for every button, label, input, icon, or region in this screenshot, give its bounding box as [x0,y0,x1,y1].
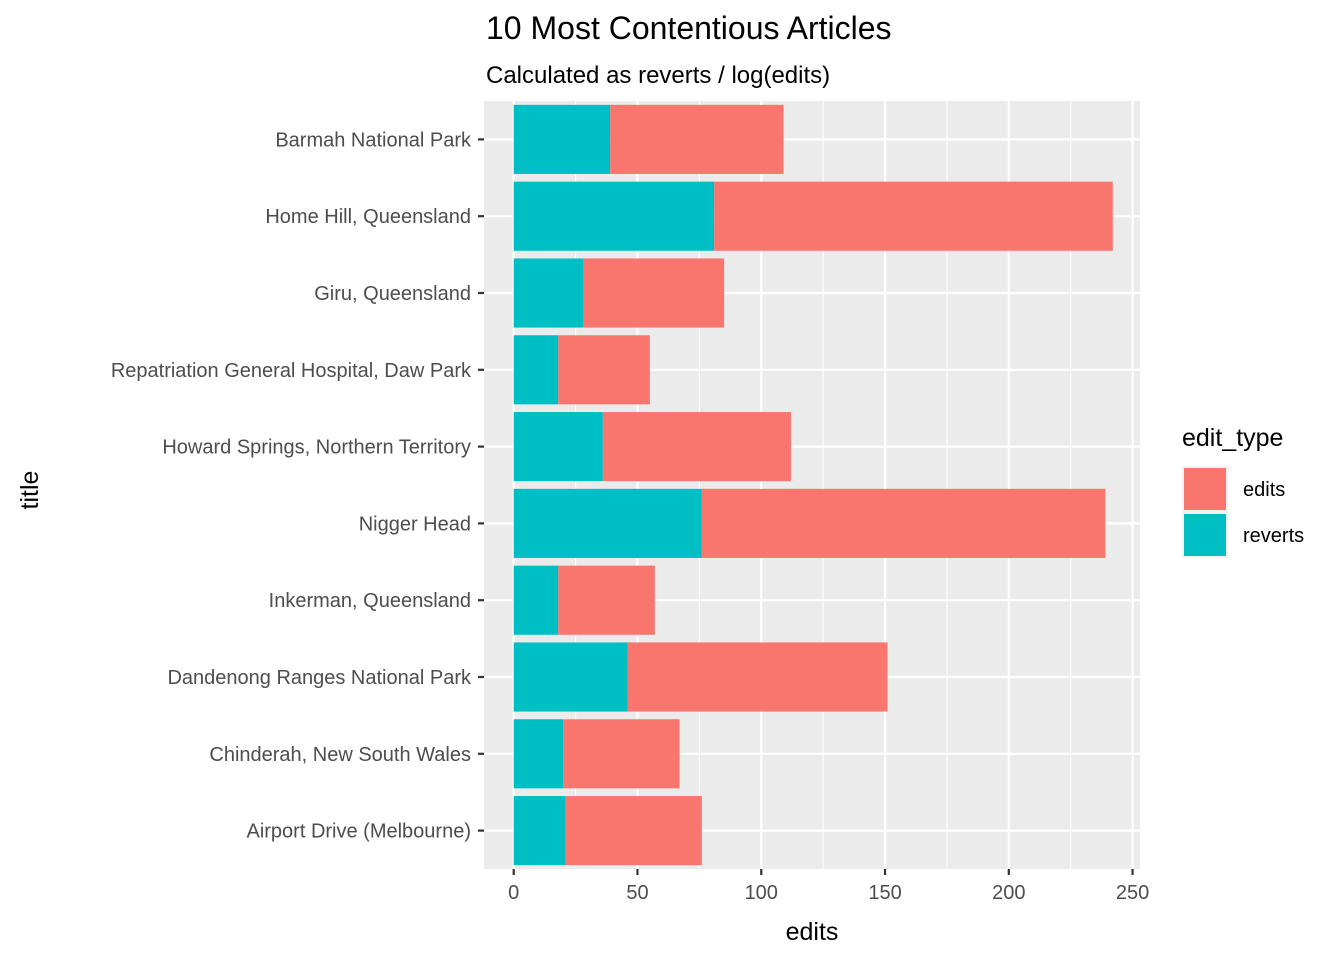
legend-label-reverts: reverts [1243,525,1304,547]
legend-label-edits: edits [1243,479,1285,501]
y-tick-label: Repatriation General Hospital, Daw Park [111,360,472,382]
y-tick-label: Home Hill, Queensland [265,206,471,228]
y-tick-label: Giru, Queensland [314,283,471,305]
bar-reverts [513,335,559,405]
bar-reverts [513,488,702,558]
x-tick-label: 150 [868,882,901,904]
legend-items: edits reverts [1182,466,1304,558]
bar-edits [714,181,1113,251]
bar-edits [610,104,784,174]
x-tick-label: 0 [508,882,519,904]
bar-edits [558,335,650,405]
bar-edits [701,488,1106,558]
chart-title: 10 Most Contentious Articles [486,10,892,46]
legend-key-reverts [1184,514,1226,556]
y-tick-label: Nigger Head [359,513,471,535]
x-axis-title: edits [786,918,839,946]
x-tick-label: 100 [745,882,778,904]
y-tick-label: Barmah National Park [275,129,472,151]
bar-edits [563,719,680,789]
bar-edits [602,412,791,482]
y-tick-label: Airport Drive (Melbourne) [246,821,471,843]
bar-edits [627,642,888,712]
x-tick-label: 50 [626,882,648,904]
legend-title: edit_type [1182,424,1283,452]
bar-reverts [513,258,584,328]
bar-edits [565,796,702,866]
bar-reverts [513,796,566,866]
bar-reverts [513,565,559,635]
bar-reverts [513,412,603,482]
bar-reverts [513,181,715,251]
y-tick-label: Inkerman, Queensland [269,590,471,612]
y-tick-label: Chinderah, New South Wales [209,744,471,766]
bar-reverts [513,642,628,712]
legend-key-edits [1184,468,1226,510]
y-axis: Barmah National Park Home Hill, Queenslan… [111,129,484,843]
x-tick-label: 200 [992,882,1025,904]
y-axis-title: title [16,471,44,510]
x-axis: 0 50 100 150 200 250 [508,869,1149,904]
bar-edits [583,258,725,328]
y-tick-label: Howard Springs, Northern Territory [162,437,471,459]
bars [513,104,1113,866]
bar-reverts [513,719,564,789]
bar-edits [558,565,655,635]
y-tick-label: Dandenong Ranges National Park [167,667,472,689]
bar-reverts [513,104,611,174]
x-tick-label: 250 [1116,882,1149,904]
legend: edit_type edits reverts [1182,424,1304,558]
chart-subtitle: Calculated as reverts / log(edits) [486,62,830,89]
